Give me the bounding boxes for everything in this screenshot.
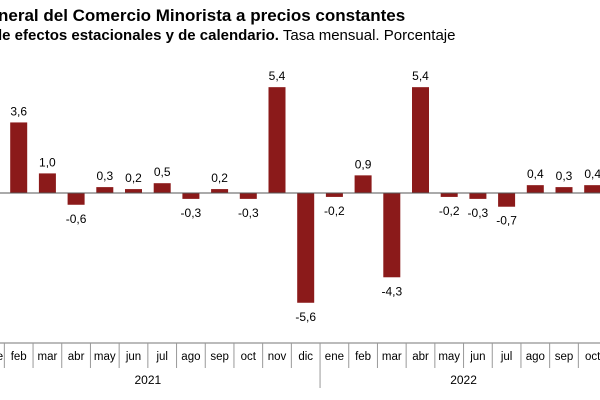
bar-abr-15 (412, 87, 429, 193)
bar-ago-7 (182, 193, 200, 199)
tick-label-14: mar (382, 351, 402, 363)
data-label-9: -0,3 (238, 206, 259, 220)
data-label-11: -5,6 (295, 310, 316, 324)
tick-labels-group: efebmarabrmayjunjulagosepoctnovdicenefeb… (0, 343, 600, 388)
data-label-16: -0,2 (439, 204, 460, 218)
data-label-4: 0,3 (96, 169, 113, 183)
tick-label-5: jun (125, 351, 141, 363)
tick-label-7: ago (181, 351, 200, 363)
data-label-3: -0,6 (66, 212, 87, 226)
bar-abr-3 (67, 193, 85, 205)
data-label-15: 5,4 (412, 69, 429, 83)
chart-subtitle: le efectos estacionales y de calendario.… (0, 27, 455, 44)
bar-ene-12 (325, 193, 343, 197)
year-label-2022: 2022 (450, 373, 477, 387)
tick-label-1: feb (11, 351, 27, 363)
tick-label-10: nov (268, 351, 287, 363)
data-label-21: 0,4 (584, 167, 600, 181)
bar-jul-6 (153, 183, 171, 193)
tick-label-15: abr (412, 351, 429, 363)
data-label-13: 0,9 (355, 157, 372, 171)
bar-oct-9 (239, 193, 257, 199)
bar-nov-10 (268, 87, 286, 193)
bar-sep-8 (211, 189, 229, 193)
data-labels-group: 13,61,0-0,60,30,20,5-0,30,2-0,35,4-5,6-0… (10, 69, 600, 324)
chart-subtitle-rest: Tasa mensual. Porcentaje (278, 27, 456, 44)
bar-feb-1 (10, 122, 28, 193)
data-label-7: -0,3 (181, 206, 202, 220)
bars-group (10, 87, 600, 303)
bar-may-16 (440, 193, 458, 197)
data-label-2: 1,0 (39, 155, 56, 169)
year-label-2021: 2021 (134, 373, 161, 387)
tick-label-18: jul (500, 351, 513, 363)
tick-label-2: mar (37, 351, 57, 363)
data-label-5: 0,2 (125, 171, 142, 185)
bar-feb-13 (354, 175, 372, 193)
tick-label-0: e (0, 351, 3, 363)
bar-ago-19 (526, 185, 544, 193)
bar-sep-20 (555, 187, 573, 193)
bar-mar-2 (38, 173, 56, 193)
bar-may-4 (96, 187, 114, 193)
tick-label-16: may (438, 351, 460, 363)
tick-label-9: oct (241, 351, 257, 363)
tick-label-13: feb (355, 351, 371, 363)
year-labels-group: 2021 2022 (134, 373, 477, 387)
tick-label-17: jun (469, 351, 485, 363)
data-label-18: -0,7 (496, 214, 517, 228)
tick-label-12: ene (325, 351, 344, 363)
data-label-6: 0,5 (154, 165, 171, 179)
data-label-14: -4,3 (381, 284, 402, 298)
chart-subtitle-bold: le efectos estacionales y de calendario. (0, 27, 279, 44)
data-label-17: -0,3 (468, 206, 489, 220)
tick-label-4: may (94, 351, 116, 363)
bar-mar-14 (383, 193, 401, 278)
bar-jul-18 (498, 193, 516, 207)
tick-label-8: sep (210, 351, 229, 363)
bar-jun-5 (125, 189, 142, 193)
bar-jun-17 (469, 193, 487, 199)
bar-oct-21 (584, 185, 600, 193)
bar-dic-11 (297, 193, 315, 303)
tick-label-19: ago (526, 351, 545, 363)
tick-label-20: sep (555, 351, 574, 363)
data-label-12: -0,2 (324, 204, 345, 218)
tick-label-11: dic (298, 351, 313, 363)
data-label-10: 5,4 (269, 69, 286, 83)
data-label-1: 3,6 (10, 104, 27, 118)
tick-label-3: abr (68, 351, 85, 363)
tick-label-21: oct (585, 351, 600, 363)
data-label-8: 0,2 (211, 171, 228, 185)
data-label-20: 0,3 (556, 169, 573, 183)
data-label-19: 0,4 (527, 167, 544, 181)
tick-label-6: jul (155, 351, 168, 363)
chart-title: neral del Comercio Minorista a precios c… (0, 6, 406, 25)
